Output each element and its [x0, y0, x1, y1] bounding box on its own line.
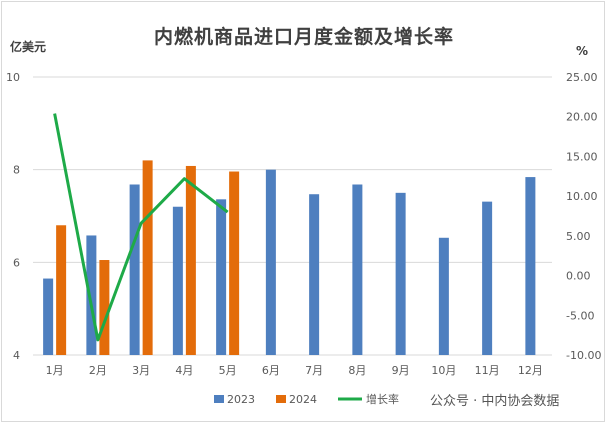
x-tick-label: 12月	[518, 364, 543, 377]
x-tick-label: 9月	[392, 364, 410, 377]
x-tick-label: 7月	[305, 364, 323, 377]
bar-2023	[352, 184, 363, 355]
right-tick-label: 5.00	[566, 230, 591, 243]
legend-label-增长率: 增长率	[366, 392, 399, 406]
right-tick-label: -10.00	[566, 349, 601, 362]
x-tick-label: 6月	[262, 364, 280, 377]
bar-2023	[129, 184, 140, 355]
right-tick-label: 15.00	[566, 150, 598, 163]
x-tick-label: 1月	[46, 364, 64, 377]
bar-2024	[142, 160, 153, 355]
x-tick-label: 2月	[89, 364, 107, 377]
legend-label-2023: 2023	[227, 393, 255, 406]
x-tick-label: 11月	[475, 364, 500, 377]
bar-2024	[56, 225, 67, 355]
x-tick-label: 5月	[219, 364, 237, 377]
bar-2023	[172, 206, 183, 355]
bar-2024	[185, 165, 196, 355]
right-tick-label: 20.00	[566, 111, 598, 124]
bar-2023	[43, 278, 54, 355]
watermark-text: 公众号 · 中内协会数据	[430, 394, 560, 409]
bar-2024	[99, 260, 110, 355]
left-axis-unit: 亿美元	[10, 40, 47, 54]
right-axis-unit: %	[576, 44, 589, 58]
x-tick-label: 8月	[348, 364, 366, 377]
chart-title: 内燃机商品进口月度金额及增长率	[153, 26, 454, 48]
left-tick-label: 4	[13, 349, 20, 362]
bar-2023	[265, 169, 276, 355]
bar-2024	[229, 171, 240, 355]
left-tick-label: 10	[6, 71, 20, 84]
right-tick-label: -5.00	[566, 309, 594, 322]
bar-2023	[482, 201, 493, 355]
bar-2023	[309, 194, 320, 355]
bar-2023	[438, 237, 449, 355]
x-tick-label: 3月	[132, 364, 150, 377]
right-tick-label: 10.00	[566, 190, 598, 203]
left-tick-label: 6	[13, 256, 20, 269]
right-tick-label: 0.00	[566, 270, 591, 283]
bar-2023	[216, 199, 227, 355]
line-增长率	[53, 113, 229, 342]
left-tick-label: 8	[13, 164, 20, 177]
bar-2023	[395, 192, 406, 355]
bar-2023	[525, 177, 536, 355]
right-tick-label: 25.00	[566, 71, 598, 84]
legend-swatch-2023	[214, 395, 224, 403]
x-tick-label: 10月	[431, 364, 456, 377]
bar-2023	[86, 235, 97, 355]
legend-label-2024: 2024	[289, 393, 317, 406]
legend-swatch-2024	[276, 395, 286, 403]
x-tick-label: 4月	[175, 364, 193, 377]
